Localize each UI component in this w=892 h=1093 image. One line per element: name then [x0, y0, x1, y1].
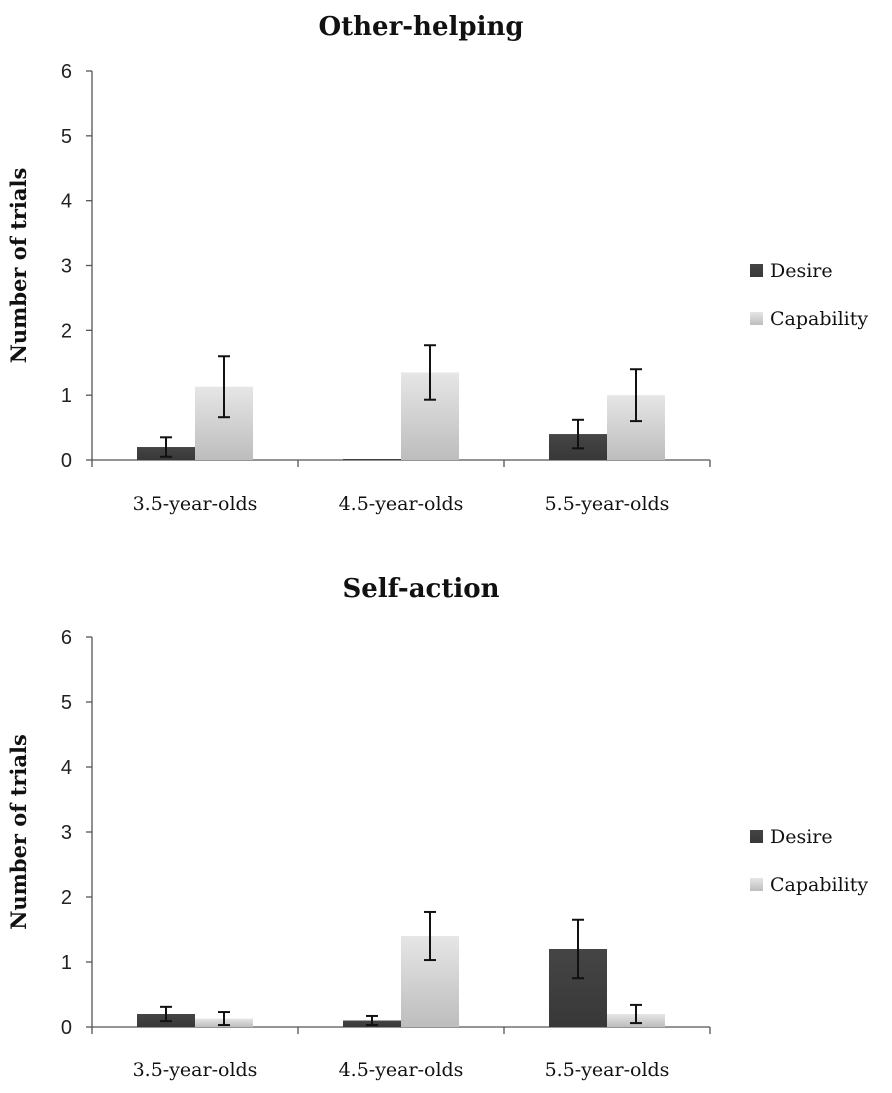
y-tick-label: 5 [61, 692, 72, 714]
y-tick-label: 3 [61, 256, 72, 278]
category-label: 3.5-year-olds [133, 493, 258, 515]
y-tick-label: 0 [61, 450, 72, 472]
y-tick-label: 6 [61, 61, 72, 83]
legend-label-capability: Capability [770, 308, 868, 330]
chart-title: Self-action [342, 574, 499, 604]
category-label: 4.5-year-olds [339, 493, 464, 515]
legend-swatch-desire [750, 264, 763, 277]
bar-desire-1 [343, 459, 401, 460]
y-tick-label: 4 [61, 191, 72, 213]
y-tick-label: 5 [61, 126, 72, 148]
category-label: 5.5-year-olds [545, 493, 670, 515]
legend-label-desire: Desire [770, 260, 833, 282]
legend-label-desire: Desire [770, 826, 833, 848]
y-tick-label: 3 [61, 822, 72, 844]
category-label: 5.5-year-olds [545, 1059, 670, 1081]
y-axis-label: Number of trials [6, 734, 31, 930]
legend-swatch-capability [750, 878, 763, 891]
y-tick-label: 1 [61, 952, 72, 974]
chart-title: Other-helping [318, 12, 523, 42]
category-label: 4.5-year-olds [339, 1059, 464, 1081]
y-tick-label: 2 [61, 887, 72, 909]
legend-swatch-capability [750, 312, 763, 325]
category-label: 3.5-year-olds [133, 1059, 258, 1081]
y-tick-label: 4 [61, 757, 72, 779]
y-tick-label: 6 [61, 627, 72, 649]
y-axis-label: Number of trials [6, 168, 31, 364]
y-tick-label: 2 [61, 320, 72, 342]
legend-swatch-desire [750, 830, 763, 843]
legend-label-capability: Capability [770, 874, 868, 896]
y-tick-label: 1 [61, 385, 72, 407]
y-tick-label: 0 [61, 1017, 72, 1039]
